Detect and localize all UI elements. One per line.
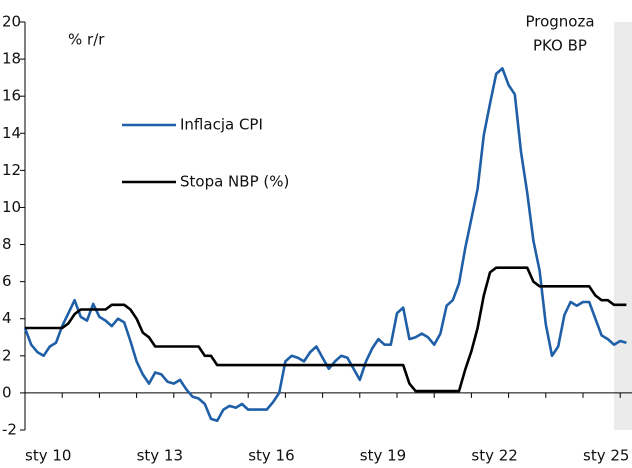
y-tick-label: 18 (2, 50, 21, 68)
y-tick-label: 14 (2, 124, 21, 142)
x-tick-label: sty 13 (137, 447, 183, 465)
legend-label: Stopa NBP (%) (180, 173, 289, 191)
y-tick-label: 4 (2, 309, 12, 327)
y-tick-label: 6 (2, 272, 12, 290)
x-tick-label: sty 19 (360, 447, 406, 465)
y-tick-label: 2 (2, 346, 12, 364)
y-tick-label: -2 (2, 421, 17, 439)
x-tick-label: sty 22 (471, 447, 517, 465)
y-tick-label: 16 (2, 87, 21, 105)
y-tick-label: 0 (2, 383, 12, 401)
series-line (25, 266, 627, 393)
x-tick-label: sty 10 (25, 447, 71, 465)
y-tick-label: 10 (2, 198, 21, 216)
y-tick-label: 12 (2, 161, 21, 179)
y-tick-label: 8 (2, 235, 12, 253)
annotation: Prognoza (525, 13, 594, 31)
y-axis-label: % r/r (68, 31, 105, 49)
legend-label: Inflacja CPI (180, 116, 263, 134)
series-line (23, 67, 627, 422)
forecast-band (614, 22, 632, 430)
annotation: PKO BP (533, 37, 587, 55)
x-tick-label: sty 25 (583, 447, 629, 465)
y-tick-label: 20 (2, 13, 21, 31)
x-tick-label: sty 16 (248, 447, 294, 465)
